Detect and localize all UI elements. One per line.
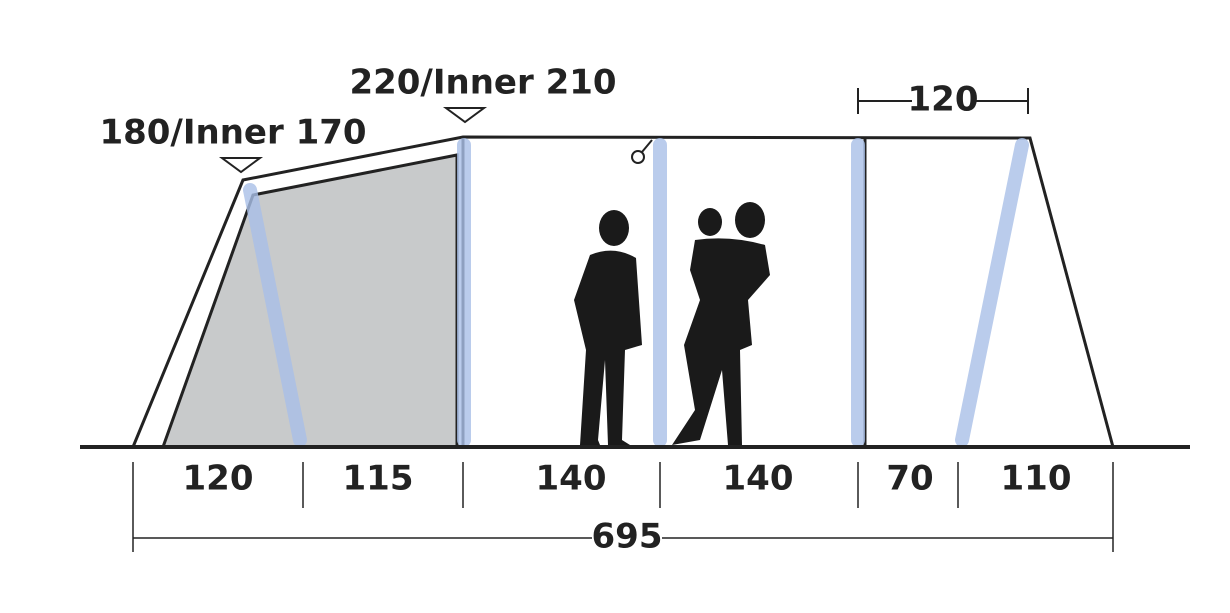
segment-label: 115 (343, 459, 414, 499)
person-head (735, 202, 765, 238)
segment-label: 70 (886, 459, 933, 499)
top-width-label: 120 (908, 80, 979, 120)
hook (641, 139, 653, 153)
person (574, 250, 642, 445)
pole (243, 183, 307, 447)
segment-dividers (132, 462, 1114, 552)
total-length-label: 695 (592, 517, 663, 557)
people (574, 202, 770, 445)
segment-label: 120 (183, 459, 254, 499)
person-head (599, 210, 629, 246)
segment-label: 140 (536, 459, 607, 499)
height-label: 180/Inner 170 (99, 113, 366, 153)
person (672, 238, 770, 445)
child-head (698, 208, 722, 236)
height-label: 220/Inner 210 (349, 63, 616, 103)
segment-label: 110 (1001, 459, 1072, 499)
height-marker (442, 107, 488, 124)
pole (955, 138, 1029, 447)
top-dimension (857, 88, 1029, 114)
height-marker (218, 157, 264, 174)
air-poles (243, 138, 1029, 447)
hook (631, 150, 645, 164)
segment-label: 140 (723, 459, 794, 499)
